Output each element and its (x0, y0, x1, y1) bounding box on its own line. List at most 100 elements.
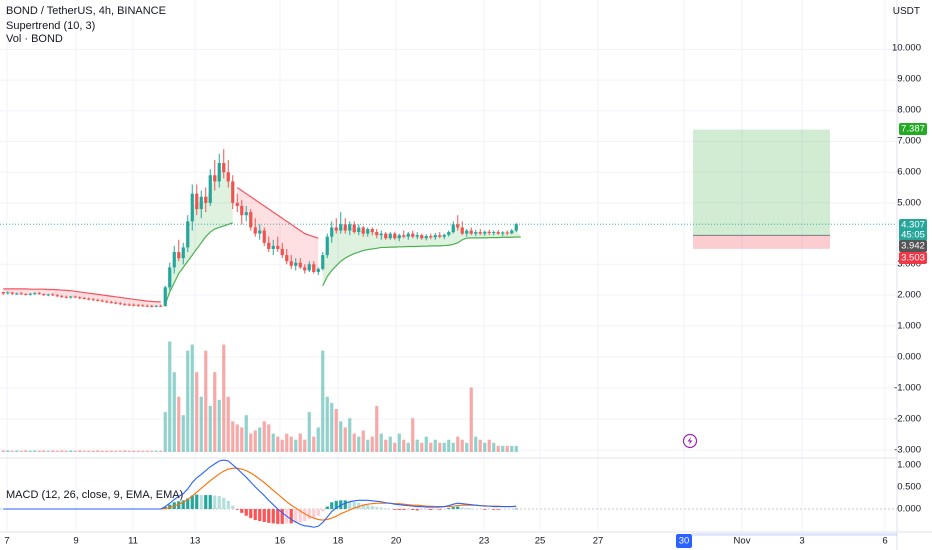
candle-body (195, 193, 199, 210)
candle-body (303, 267, 307, 271)
candle-body (15, 293, 19, 295)
candle-body (258, 230, 262, 234)
price-badge (899, 123, 927, 135)
candle-body (474, 232, 478, 234)
candle-body (334, 227, 338, 231)
volume-tick-label: -1.000 (894, 383, 921, 394)
volume-bar (370, 436, 374, 452)
macd-histogram-bar (384, 508, 388, 510)
volume-bar (501, 445, 505, 452)
volume-bar (177, 396, 181, 452)
price-badge-label: 3.942 (901, 241, 925, 252)
volume-bar (510, 445, 514, 452)
price-tick-label: 9.000 (897, 74, 921, 85)
macd-tick-label: 1.000 (897, 460, 921, 471)
volume-bar (478, 439, 482, 452)
candle-body (199, 196, 203, 210)
volume-bar (55, 450, 59, 452)
volume-bar (145, 450, 149, 452)
supertrend-up-fill (165, 167, 233, 305)
time-tick-label: 11 (128, 536, 138, 547)
candle-body (262, 230, 266, 243)
price-badge (899, 252, 927, 264)
macd-histogram-bar (325, 506, 329, 509)
candle-body (28, 293, 32, 295)
candle-body (69, 296, 73, 298)
macd-histogram-bar (343, 500, 347, 509)
candle-body (267, 242, 271, 249)
volume-bar (361, 430, 365, 452)
macd-histogram-bar (199, 495, 203, 509)
candle-body (1, 291, 5, 294)
macd-histogram-bar (352, 501, 356, 509)
currency-label: USDT (892, 6, 920, 17)
symbol-legend: BOND / TetherUS, 4h, BINANCE (6, 5, 166, 17)
volume-bar (123, 450, 127, 452)
volume-bar (127, 450, 131, 452)
time-tick-label: 3 (799, 536, 804, 547)
time-tick-label: 20 (391, 536, 402, 547)
volume-bar (447, 439, 451, 452)
candle-body (451, 224, 455, 233)
candle-body (276, 245, 280, 249)
volume-bar (388, 436, 392, 452)
time-tick-label: 23 (479, 536, 490, 547)
volume-bar (222, 344, 226, 452)
candle-body (168, 267, 172, 288)
candle-body (460, 227, 464, 234)
volume-bar (96, 450, 100, 452)
time-tick-label: 16 (275, 536, 286, 547)
candle-body (379, 233, 383, 236)
volume-bar (415, 439, 419, 452)
macd-histogram-bar (415, 509, 419, 511)
volume-bar (460, 439, 464, 452)
macd-histogram-bar (235, 509, 239, 510)
candle-body (330, 227, 334, 237)
volume-bar (42, 450, 46, 452)
candle-body (226, 172, 230, 182)
price-tick-label: 10.000 (892, 43, 921, 54)
candle-body (339, 224, 343, 231)
volume-legend: Vol · BOND (6, 33, 63, 45)
volume-bar (195, 372, 199, 452)
position-date-badge (676, 534, 692, 548)
macd-histogram-bar (406, 509, 410, 510)
macd-histogram-bar (316, 509, 320, 516)
candle-body (37, 293, 41, 295)
volume-bar (334, 409, 338, 452)
supertrend-legend: Supertrend (10, 3) (6, 20, 96, 32)
candle-body (132, 304, 136, 306)
candle-body (145, 305, 149, 307)
candle-body (415, 235, 419, 237)
macd-histogram-bar (186, 498, 190, 509)
candle-body (235, 202, 239, 206)
volume-bar (271, 433, 275, 452)
volume-bar (60, 450, 64, 452)
time-tick-label: 13 (190, 536, 201, 547)
candle-body (213, 175, 217, 182)
macd-histogram-bar (222, 497, 226, 509)
macd-tick-label: 0.000 (897, 504, 921, 515)
volume-bar (10, 450, 14, 452)
candle-body (294, 262, 298, 266)
candle-body (208, 175, 212, 203)
volume-bar (307, 412, 311, 452)
macd-histogram-bar (208, 495, 212, 509)
candle-body (82, 298, 86, 300)
candle-body (420, 235, 424, 239)
price-tick-label: 2.000 (897, 290, 921, 301)
macd-histogram-bar (438, 509, 442, 510)
macd-histogram-bar (168, 504, 172, 509)
candle-body (487, 231, 491, 233)
volume-bar (199, 396, 203, 452)
macd-histogram-bar (226, 500, 230, 509)
price-tick-label: 5.000 (897, 198, 921, 209)
volume-bar (442, 442, 446, 452)
macd-histogram-bar (276, 509, 280, 524)
candle-body (190, 193, 194, 222)
volume-bar (312, 436, 316, 452)
volume-bar (393, 442, 397, 452)
candle-body (73, 296, 77, 298)
volume-bar (37, 450, 41, 452)
